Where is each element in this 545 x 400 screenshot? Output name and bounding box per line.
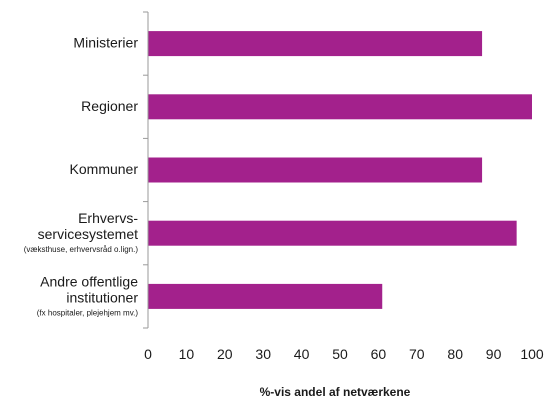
- x-tick-label: 50: [332, 346, 348, 362]
- category-label-line: Erhvervs-: [78, 210, 138, 226]
- category-label: Regioner: [81, 98, 138, 114]
- x-axis-title: %-vis andel af netværkene: [260, 385, 411, 399]
- x-axis-tick-labels: 0 10 20 30 40 50 60 70 80 90 100: [144, 346, 544, 362]
- bar: [148, 94, 532, 120]
- x-tick-label: 70: [409, 346, 425, 362]
- category-label-line: institutioner: [66, 289, 138, 305]
- x-tick-label: 20: [217, 346, 233, 362]
- x-tick-label: 0: [144, 346, 152, 362]
- x-tick-label: 40: [294, 346, 310, 362]
- category-labels: Ministerier Regioner Kommuner Erhvervs-serv…: [24, 35, 139, 318]
- bar: [148, 157, 483, 183]
- category-label: Ministerier: [73, 35, 138, 51]
- bar: [148, 31, 483, 57]
- category-label-line: Ministerier: [73, 35, 138, 51]
- x-tick-label: 100: [520, 346, 544, 362]
- y-axis-ticks: [143, 11, 148, 329]
- x-tick-label: 10: [179, 346, 195, 362]
- bar: [148, 283, 383, 309]
- x-tick-label: 90: [486, 346, 502, 362]
- x-tick-label: 80: [447, 346, 463, 362]
- bars-group: [148, 31, 532, 309]
- category-label-line: servicesystemet: [38, 226, 138, 242]
- bar: [148, 220, 517, 246]
- category-label-line: Kommuner: [70, 161, 139, 177]
- x-tick-label: 30: [255, 346, 271, 362]
- category-label-line: Regioner: [81, 98, 138, 114]
- category-label: Erhvervs-servicesystemet (væksthuse, erhv…: [24, 210, 139, 254]
- category-label-note: (fx hospitaler, plejehjem mv.): [37, 308, 139, 317]
- x-tick-label: 60: [371, 346, 387, 362]
- category-label-line: Andre offentlige: [40, 273, 138, 289]
- category-label: Kommuner: [70, 161, 139, 177]
- category-label-note: (væksthuse, erhvervsråd o.lign.): [24, 245, 139, 254]
